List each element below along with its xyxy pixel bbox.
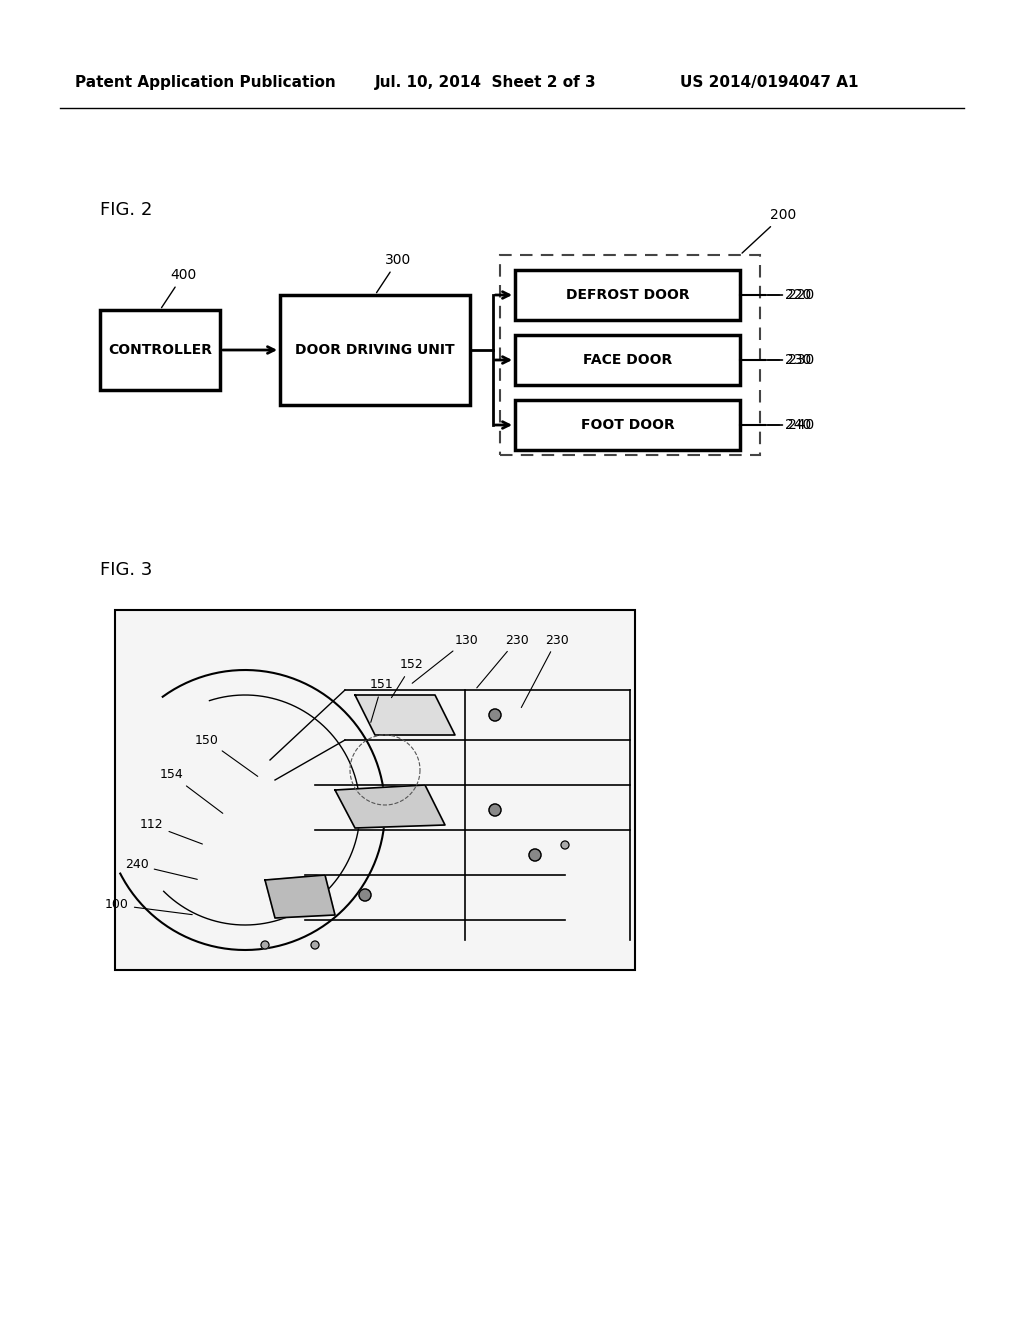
Text: 152: 152 — [391, 659, 424, 698]
Circle shape — [561, 841, 569, 849]
Text: FACE DOOR: FACE DOOR — [583, 352, 672, 367]
Text: DEFROST DOOR: DEFROST DOOR — [565, 288, 689, 302]
Text: 154: 154 — [160, 768, 223, 813]
Bar — [500, 255, 760, 455]
Text: 100: 100 — [105, 899, 193, 915]
Text: FIG. 2: FIG. 2 — [100, 201, 153, 219]
Text: 230: 230 — [768, 352, 811, 367]
Text: 150: 150 — [195, 734, 258, 776]
Circle shape — [529, 849, 541, 861]
Circle shape — [261, 941, 269, 949]
Bar — [100, 310, 220, 389]
Bar — [515, 400, 740, 450]
Bar — [115, 610, 635, 970]
Circle shape — [359, 888, 371, 902]
Text: DOOR DRIVING UNIT: DOOR DRIVING UNIT — [295, 343, 455, 356]
Text: 240: 240 — [125, 858, 198, 879]
Circle shape — [311, 941, 319, 949]
Circle shape — [489, 709, 501, 721]
Text: 230: 230 — [521, 634, 568, 708]
Bar — [515, 335, 740, 385]
Text: 220: 220 — [744, 288, 814, 302]
Text: US 2014/0194047 A1: US 2014/0194047 A1 — [680, 74, 858, 90]
Polygon shape — [355, 696, 455, 735]
Text: 200: 200 — [742, 209, 797, 253]
Text: 151: 151 — [370, 678, 394, 722]
Text: 220: 220 — [768, 288, 811, 302]
Text: FIG. 3: FIG. 3 — [100, 561, 153, 579]
Text: 300: 300 — [377, 253, 412, 293]
Text: Jul. 10, 2014  Sheet 2 of 3: Jul. 10, 2014 Sheet 2 of 3 — [375, 74, 597, 90]
Polygon shape — [335, 785, 445, 828]
Bar — [515, 271, 740, 319]
Text: 240: 240 — [744, 418, 814, 432]
Circle shape — [489, 804, 501, 816]
Text: 112: 112 — [140, 818, 203, 843]
Text: CONTROLLER: CONTROLLER — [108, 343, 212, 356]
Bar — [280, 294, 470, 405]
Polygon shape — [265, 875, 335, 917]
Text: 400: 400 — [162, 268, 197, 308]
Text: 240: 240 — [768, 418, 811, 432]
Text: 230: 230 — [477, 634, 528, 688]
Text: 130: 130 — [413, 634, 479, 684]
Text: FOOT DOOR: FOOT DOOR — [581, 418, 675, 432]
Text: 230: 230 — [744, 352, 814, 367]
Text: Patent Application Publication: Patent Application Publication — [75, 74, 336, 90]
